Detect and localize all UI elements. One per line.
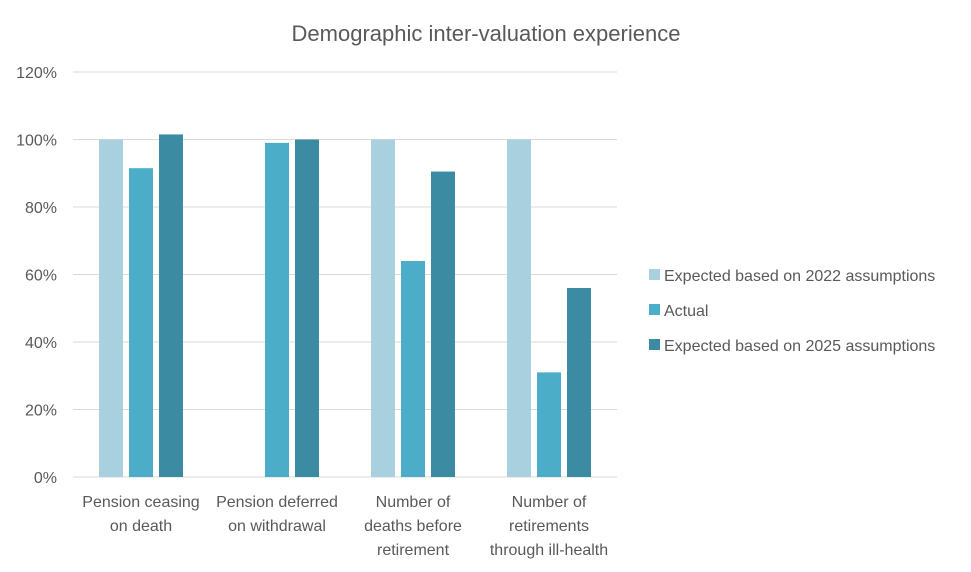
legend-label: Expected based on 2022 assumptions bbox=[664, 268, 935, 285]
category-label: retirement bbox=[377, 542, 450, 559]
legend-swatch bbox=[649, 304, 660, 315]
y-tick-label: 0% bbox=[34, 470, 57, 487]
legend-swatch bbox=[649, 269, 660, 280]
category-label: on withdrawal bbox=[228, 518, 326, 535]
category-label: on death bbox=[110, 518, 172, 535]
y-tick-label: 40% bbox=[25, 335, 57, 352]
bar-1-1 bbox=[99, 139, 123, 477]
bar-2-3 bbox=[401, 261, 425, 477]
category-label: through ill-health bbox=[490, 542, 608, 559]
category-label: deaths before bbox=[364, 518, 462, 535]
category-label: Number of bbox=[376, 494, 451, 511]
bar-3-2 bbox=[295, 139, 319, 477]
y-tick-label: 100% bbox=[16, 133, 57, 150]
y-tick-label: 60% bbox=[25, 268, 57, 285]
bar-3-3 bbox=[431, 171, 455, 477]
y-tick-label: 120% bbox=[16, 65, 57, 82]
gridlines bbox=[73, 71, 617, 478]
chart-title: Demographic inter-valuation experience bbox=[292, 21, 681, 46]
bar-1-3 bbox=[371, 139, 395, 477]
category-label: Pension ceasing bbox=[82, 494, 199, 511]
bar-2-4 bbox=[537, 372, 561, 477]
y-tick-label: 80% bbox=[25, 200, 57, 217]
bars bbox=[99, 134, 591, 477]
bar-2-2 bbox=[265, 142, 289, 477]
category-label: Number of bbox=[512, 494, 587, 511]
legend-label: Expected based on 2025 assumptions bbox=[664, 338, 935, 355]
y-axis-ticks: 0% 20% 40% 60% 80% 100% 120% bbox=[16, 65, 57, 487]
legend-swatch bbox=[649, 339, 660, 350]
bar-3-1 bbox=[159, 134, 183, 477]
bar-2-1 bbox=[129, 168, 153, 477]
bar-3-4 bbox=[567, 288, 591, 477]
legend-label: Actual bbox=[664, 303, 708, 320]
legend: Expected based on 2022 assumptions Actual… bbox=[649, 268, 935, 355]
category-label: Pension deferred bbox=[216, 494, 338, 511]
y-tick-label: 20% bbox=[25, 403, 57, 420]
category-labels: Pension ceasing on death Pension deferred o… bbox=[82, 494, 608, 559]
bar-1-4 bbox=[507, 139, 531, 477]
category-label: retirements bbox=[509, 518, 589, 535]
